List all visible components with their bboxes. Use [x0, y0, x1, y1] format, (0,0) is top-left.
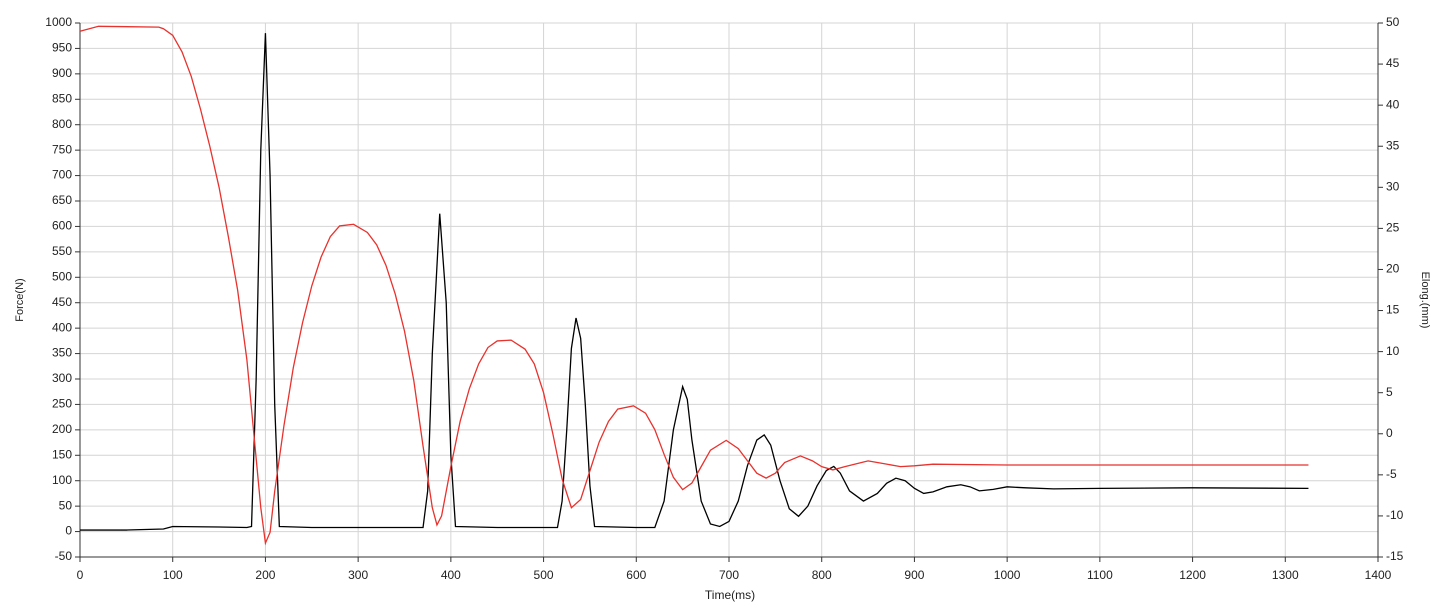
y-tick-label: 600: [52, 219, 72, 233]
y-tick-label: 200: [52, 422, 72, 436]
x-axis-label: Time(ms): [705, 588, 755, 602]
y-tick-label: 500: [52, 269, 72, 283]
y2-tick-label: -5: [1386, 467, 1397, 481]
x-tick-label: 400: [441, 568, 461, 582]
y2-tick-label: -10: [1386, 508, 1404, 522]
data-line: [80, 33, 1309, 531]
x-tick-label: 500: [534, 568, 554, 582]
y-tick-label: 150: [52, 447, 72, 461]
y-tick-label: 750: [52, 142, 72, 156]
x-tick-label: 600: [626, 568, 646, 582]
x-tick-label: 1400: [1365, 568, 1392, 582]
y2-tick-label: 35: [1386, 138, 1400, 152]
x-tick-label: 0: [77, 568, 84, 582]
y-tick-label: 50: [59, 498, 73, 512]
y2-tick-label: 15: [1386, 303, 1400, 317]
x-tick-label: 1300: [1272, 568, 1299, 582]
y-tick-label: 850: [52, 91, 72, 105]
y-tick-label: 0: [65, 524, 72, 538]
x-tick-label: 200: [255, 568, 275, 582]
x-tick-label: 700: [719, 568, 739, 582]
y2-tick-label: 20: [1386, 262, 1400, 276]
y-tick-label: 350: [52, 346, 72, 360]
y2-tick-label: 30: [1386, 179, 1400, 193]
y2-tick-label: 40: [1386, 97, 1400, 111]
y-tick-label: 900: [52, 66, 72, 80]
y2-tick-label: 5: [1386, 385, 1393, 399]
y2-tick-label: 10: [1386, 344, 1400, 358]
x-tick-label: 300: [348, 568, 368, 582]
y-tick-label: 300: [52, 371, 72, 385]
y2-tick-label: 45: [1386, 56, 1400, 70]
y-tick-label: 550: [52, 244, 72, 258]
y-tick-label: 800: [52, 117, 72, 131]
x-tick-label: 1000: [994, 568, 1021, 582]
y-tick-label: 450: [52, 295, 72, 309]
y-tick-label: 700: [52, 168, 72, 182]
y2-axis-label: Elong.(mm): [1419, 272, 1431, 329]
y-tick-label: 950: [52, 41, 72, 55]
y2-tick-label: 0: [1386, 426, 1393, 440]
y-tick-label: 650: [52, 193, 72, 207]
y-tick-label: -50: [55, 549, 73, 563]
x-tick-label: 100: [163, 568, 183, 582]
y2-tick-label: 50: [1386, 15, 1400, 29]
y2-tick-label: 25: [1386, 221, 1400, 235]
x-tick-label: 1100: [1087, 568, 1113, 582]
x-tick-label: 900: [904, 568, 924, 582]
y-axis-label: Force(N): [14, 278, 26, 321]
y-tick-label: 1000: [45, 15, 72, 29]
x-tick-label: 800: [812, 568, 832, 582]
x-tick-label: 1200: [1179, 568, 1206, 582]
data-line: [79, 25, 1309, 546]
y-tick-label: 100: [52, 473, 72, 487]
y-tick-label: 400: [52, 320, 72, 334]
y-tick-label: 250: [52, 397, 72, 411]
y2-tick-label: -15: [1386, 549, 1404, 563]
